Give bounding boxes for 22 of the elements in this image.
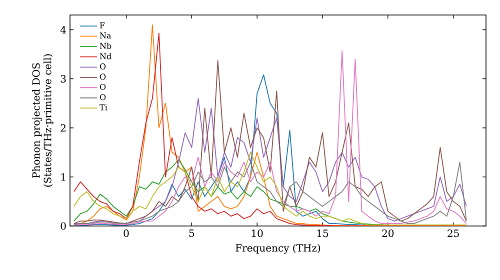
y-tick-label: 4: [60, 26, 66, 34]
legend-label: O: [100, 94, 106, 100]
x-tick-label: 0: [124, 230, 129, 238]
legend-label: Nb: [100, 42, 112, 49]
legend-label: F: [100, 22, 105, 28]
legend-label: O: [100, 74, 106, 80]
y-tick-label: 0: [60, 222, 66, 230]
x-tick-label: 25: [448, 230, 459, 238]
legend-label: Nd: [100, 53, 112, 60]
y-tick-label: 3: [60, 74, 66, 83]
y-axis-title: Phonon projected DOS (States/THz·primitive cell): [32, 54, 54, 187]
x-tick-label: 20: [382, 230, 394, 238]
legend-label: Ti: [100, 104, 108, 110]
x-axis-title: Frequency (THz): [236, 244, 320, 254]
x-tick-label: 5: [189, 230, 194, 237]
y-tick-label: 1: [61, 173, 66, 181]
x-tick-label: 10: [252, 230, 263, 238]
legend-label: Na: [100, 32, 112, 38]
y-tick-label: 2: [60, 124, 66, 132]
legend-label: O: [100, 84, 106, 90]
x-tick-label: 15: [317, 230, 328, 238]
legend-label: O: [100, 63, 106, 70]
